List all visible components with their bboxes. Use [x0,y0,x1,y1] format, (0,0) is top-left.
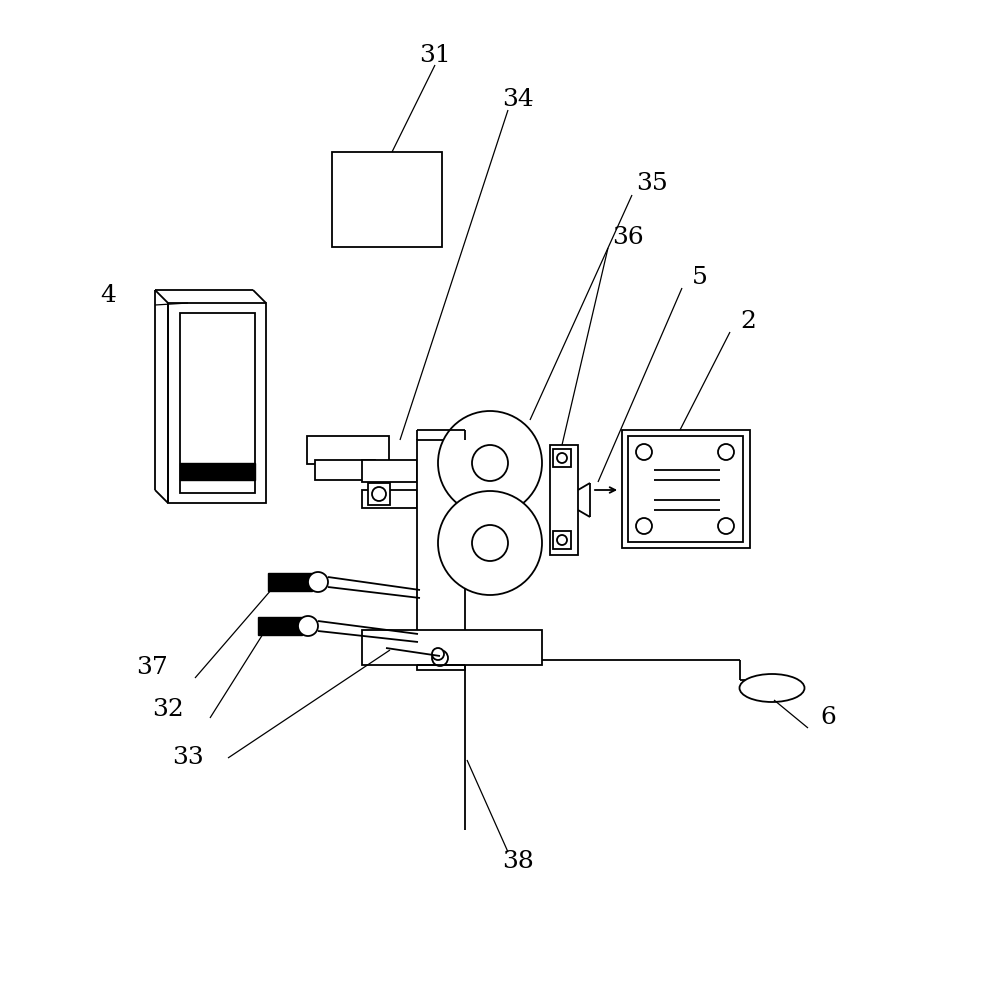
Bar [362,490,417,508]
Text: 34: 34 [502,89,534,111]
Bar [553,531,571,549]
Text: 32: 32 [152,698,184,722]
Circle shape [372,487,386,501]
Bar [362,630,542,665]
Bar [168,303,266,503]
Text: 31: 31 [419,43,451,66]
Bar [550,445,578,555]
Circle shape [432,650,448,666]
Circle shape [438,411,542,515]
Circle shape [438,491,542,595]
Polygon shape [268,573,312,591]
Polygon shape [180,463,255,480]
Circle shape [557,453,567,463]
Bar [180,313,255,493]
Circle shape [557,535,567,545]
Bar [315,460,375,480]
Bar [332,152,442,247]
Bar [307,436,389,464]
Text: 35: 35 [636,172,668,194]
Text: 33: 33 [172,746,204,769]
Bar [417,440,465,670]
Bar [553,449,571,467]
Circle shape [298,616,318,636]
Text: 36: 36 [612,227,644,249]
Text: 6: 6 [820,707,836,730]
Bar [628,436,743,542]
Text: 38: 38 [502,851,534,874]
Polygon shape [258,617,302,635]
Bar [622,430,750,548]
Circle shape [472,525,508,561]
Circle shape [718,444,734,460]
Circle shape [308,572,328,592]
Circle shape [472,445,508,481]
Bar [368,483,390,505]
Text: 2: 2 [740,311,756,333]
Circle shape [636,518,652,534]
Circle shape [636,444,652,460]
Circle shape [432,648,444,660]
Bar [362,460,417,482]
Text: 37: 37 [136,657,168,679]
Ellipse shape [740,674,804,702]
Text: 4: 4 [100,284,116,307]
Text: 5: 5 [692,266,708,290]
Circle shape [718,518,734,534]
